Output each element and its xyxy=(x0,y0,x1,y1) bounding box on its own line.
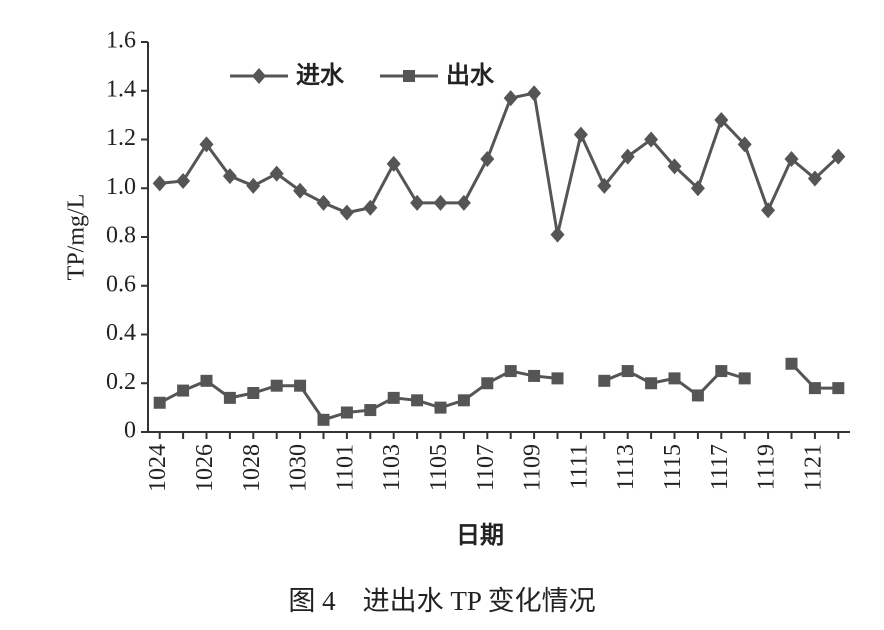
data-point xyxy=(481,377,494,390)
data-point xyxy=(504,365,517,378)
data-point xyxy=(714,112,729,128)
data-point xyxy=(690,180,705,197)
data-point xyxy=(573,126,588,143)
data-point xyxy=(785,357,798,370)
data-point xyxy=(667,158,682,175)
legend-marker xyxy=(252,68,266,84)
y-tick-label: 1.6 xyxy=(106,28,136,54)
data-point xyxy=(784,151,799,167)
x-tick-label: 1105 xyxy=(426,444,452,491)
data-point xyxy=(294,379,307,392)
x-tick-label: 1101 xyxy=(332,444,358,491)
data-point xyxy=(411,394,424,407)
y-tick-label: 0.6 xyxy=(106,271,136,297)
y-axis-label: TP/mg/L xyxy=(64,194,90,281)
data-point xyxy=(691,389,704,402)
data-point xyxy=(433,194,448,211)
data-point xyxy=(645,377,658,390)
data-point xyxy=(551,372,564,385)
data-point xyxy=(246,177,261,194)
data-point xyxy=(457,394,470,407)
data-point xyxy=(293,182,308,199)
x-tick-label: 1030 xyxy=(286,444,312,492)
legend-label: 出水 xyxy=(446,61,495,89)
data-point xyxy=(597,177,612,194)
data-point xyxy=(387,391,400,404)
data-point xyxy=(364,404,377,417)
data-point xyxy=(223,391,236,404)
data-point xyxy=(528,369,541,382)
data-point xyxy=(620,148,635,165)
x-axis-label: 日期 xyxy=(456,521,504,549)
series-line xyxy=(159,362,839,422)
data-point xyxy=(738,372,751,385)
data-point xyxy=(177,384,190,397)
data-point xyxy=(153,396,166,409)
data-point xyxy=(410,194,425,211)
data-point xyxy=(807,170,822,187)
y-tick-label: 1.2 xyxy=(106,125,136,151)
x-tick-label: 1121 xyxy=(800,444,826,491)
data-point xyxy=(176,172,191,189)
data-point xyxy=(317,413,330,426)
data-point xyxy=(761,202,776,219)
y-tick-label: 0.4 xyxy=(106,320,136,346)
y-tick-label: 0.2 xyxy=(106,369,136,395)
data-point xyxy=(831,148,846,165)
data-point xyxy=(200,374,213,387)
data-point xyxy=(668,372,681,385)
data-point xyxy=(199,136,214,153)
x-tick-label: 1107 xyxy=(473,444,499,491)
data-point xyxy=(222,168,237,185)
data-point xyxy=(503,90,518,107)
legend-marker xyxy=(403,70,415,82)
data-point xyxy=(340,406,353,419)
data-point xyxy=(339,204,354,221)
data-point xyxy=(808,382,821,395)
x-tick-label: 1026 xyxy=(192,444,218,492)
x-tick-label: 1113 xyxy=(613,444,639,490)
data-point xyxy=(644,131,659,148)
data-point xyxy=(715,365,728,378)
x-tick-label: 1115 xyxy=(660,444,686,490)
data-point xyxy=(456,194,471,211)
data-point xyxy=(316,194,331,211)
data-point xyxy=(527,85,542,102)
data-point xyxy=(434,401,447,414)
data-point xyxy=(269,165,284,182)
y-tick-label: 0.8 xyxy=(106,223,136,249)
data-point xyxy=(480,151,495,167)
x-tick-label: 1111 xyxy=(566,444,592,489)
x-tick-label: 1028 xyxy=(239,444,265,492)
data-point xyxy=(363,199,378,216)
x-tick-label: 1024 xyxy=(145,444,171,492)
data-point xyxy=(152,175,167,192)
x-tick-label: 1117 xyxy=(707,444,733,490)
caption: 图 4 进出水 TP 变化情况 xyxy=(288,586,595,616)
x-tick-label: 1103 xyxy=(379,444,405,491)
x-tick-label: 1109 xyxy=(520,444,546,491)
y-tick-label: 0 xyxy=(124,418,136,444)
data-point xyxy=(737,136,752,153)
data-point xyxy=(621,365,634,378)
data-point xyxy=(598,374,611,387)
legend-label: 进水 xyxy=(296,61,345,89)
data-point xyxy=(550,226,565,243)
y-tick-label: 1.0 xyxy=(106,174,136,200)
data-point xyxy=(270,379,283,392)
series-line xyxy=(159,91,840,235)
data-point xyxy=(386,155,401,172)
y-tick-label: 1.4 xyxy=(106,76,136,102)
data-point xyxy=(247,387,260,399)
data-point xyxy=(832,382,845,395)
x-tick-label: 1119 xyxy=(754,444,780,490)
